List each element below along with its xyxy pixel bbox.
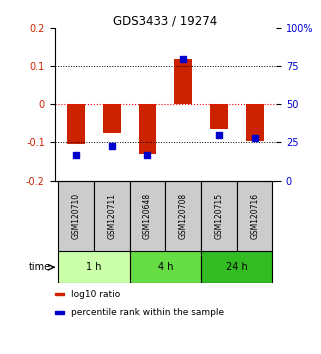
Text: GSM120711: GSM120711: [107, 193, 116, 239]
Text: GSM120708: GSM120708: [179, 193, 188, 239]
Bar: [58, 251, 130, 283]
Point: [145, 152, 150, 158]
Bar: [67, 104, 85, 144]
Bar: [58, 181, 94, 251]
Bar: [130, 181, 165, 251]
Text: 1 h: 1 h: [86, 262, 102, 272]
Point: [252, 135, 257, 141]
Bar: [201, 181, 237, 251]
Text: log10 ratio: log10 ratio: [71, 290, 120, 299]
Bar: [210, 104, 228, 129]
Text: GSM120716: GSM120716: [250, 193, 259, 239]
Bar: [55, 311, 64, 314]
Text: percentile rank within the sample: percentile rank within the sample: [71, 308, 224, 317]
Bar: [55, 293, 64, 296]
Bar: [237, 181, 273, 251]
Text: time: time: [29, 262, 51, 272]
Point: [74, 152, 79, 158]
Point: [109, 143, 114, 148]
Text: 4 h: 4 h: [158, 262, 173, 272]
Bar: [165, 181, 201, 251]
Title: GDS3433 / 19274: GDS3433 / 19274: [113, 14, 217, 27]
Bar: [103, 104, 121, 133]
Bar: [201, 251, 273, 283]
Bar: [139, 104, 156, 154]
Bar: [94, 181, 130, 251]
Text: GSM120710: GSM120710: [72, 193, 81, 239]
Text: GSM120715: GSM120715: [214, 193, 223, 239]
Point: [181, 56, 186, 62]
Point: [216, 132, 221, 138]
Text: 24 h: 24 h: [226, 262, 247, 272]
Bar: [174, 59, 192, 104]
Text: GSM120648: GSM120648: [143, 193, 152, 239]
Bar: [130, 251, 201, 283]
Bar: [246, 104, 264, 141]
